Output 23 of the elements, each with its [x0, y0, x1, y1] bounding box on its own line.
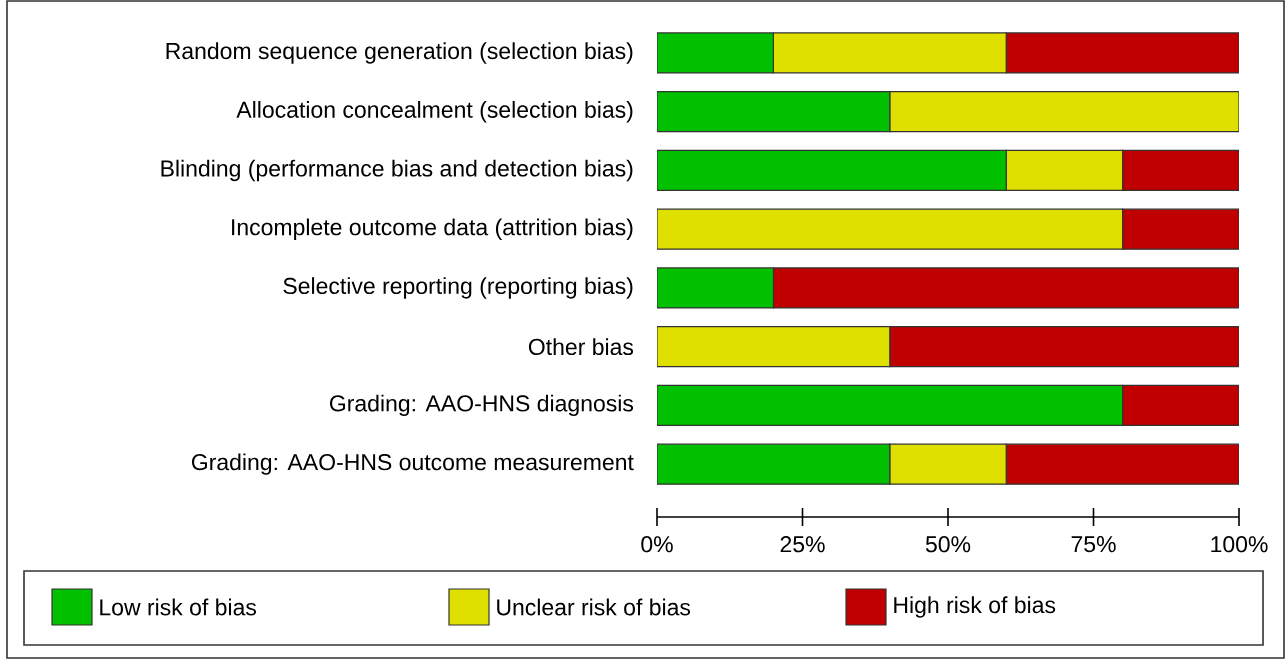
bar [1005, 443, 1239, 485]
legend-label: High risk of bias [894, 596, 1056, 618]
bar [1122, 384, 1239, 426]
bar [1122, 149, 1239, 192]
y-tick-label: Grading: AAO-HNS outcome measurement [191, 453, 634, 475]
bar [1122, 208, 1239, 250]
y-tick-label: Grading: AAO-HNS diagnosis [330, 394, 634, 417]
bar [1005, 32, 1239, 74]
y-tick-label: Blinding (performance bias and detection bias) [161, 159, 633, 182]
y-tick-label: Random sequence generation (selection bias) [166, 42, 633, 64]
y-tick-label: Allocation concealment (selection bias) [236, 101, 633, 123]
y-tick-label: Selective reporting (reporting bias) [283, 277, 633, 299]
legend-label: Unclear risk of bias [497, 598, 691, 616]
bar [772, 267, 1239, 309]
x-tick-label: 50% [925, 536, 971, 553]
legend-label: Low risk of bias [100, 598, 257, 616]
x-tick-label: 25% [780, 536, 825, 553]
x-tick-label: 75% [1071, 536, 1116, 553]
x-tick-label: 0% [641, 536, 673, 553]
bar [889, 326, 1239, 368]
x-tick-label: 100% [1211, 536, 1268, 553]
y-tick-label: Incomplete outcome data (attrition bias) [232, 218, 633, 240]
y-tick-label: Other bias [528, 338, 634, 356]
